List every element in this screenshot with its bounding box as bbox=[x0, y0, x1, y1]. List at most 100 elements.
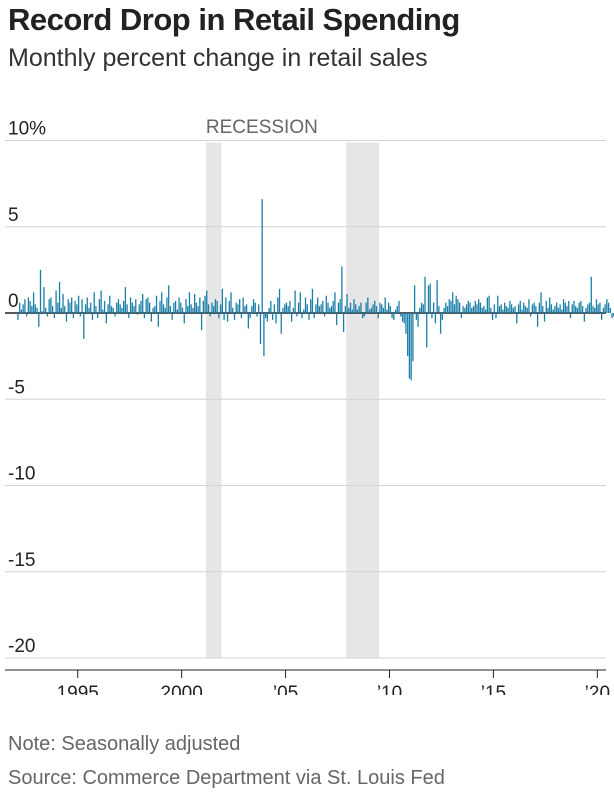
bar bbox=[330, 306, 333, 313]
bar bbox=[609, 307, 611, 313]
y-tick-label: 5 bbox=[8, 205, 19, 226]
bar bbox=[351, 309, 353, 313]
bar bbox=[505, 306, 508, 313]
bar bbox=[479, 302, 482, 313]
bar bbox=[303, 309, 305, 313]
bar bbox=[58, 281, 61, 313]
bar bbox=[122, 300, 125, 313]
y-tick-label: -15 bbox=[8, 550, 35, 571]
bar bbox=[583, 313, 585, 322]
bar bbox=[29, 300, 31, 313]
bar bbox=[453, 304, 456, 313]
bar bbox=[580, 300, 582, 313]
bar bbox=[268, 307, 270, 313]
bar bbox=[394, 309, 397, 313]
bar bbox=[587, 304, 589, 313]
bar bbox=[588, 302, 591, 313]
bar bbox=[504, 302, 506, 313]
bar bbox=[57, 302, 59, 313]
bar bbox=[247, 313, 249, 329]
bar bbox=[495, 313, 497, 319]
bar bbox=[135, 299, 137, 313]
bar bbox=[187, 306, 189, 313]
bar bbox=[46, 313, 49, 317]
recession-band bbox=[205, 142, 222, 658]
bar bbox=[102, 309, 104, 313]
bar bbox=[497, 295, 499, 313]
bar bbox=[190, 304, 192, 313]
bar bbox=[607, 302, 610, 313]
bar bbox=[536, 313, 539, 327]
bar bbox=[365, 302, 367, 313]
bar bbox=[322, 300, 324, 313]
bar bbox=[261, 199, 263, 313]
bar bbox=[341, 266, 343, 313]
bar bbox=[107, 304, 109, 313]
bar bbox=[178, 297, 180, 313]
bar bbox=[249, 313, 251, 319]
bar bbox=[152, 307, 154, 313]
y-tick-label: 0 bbox=[8, 291, 19, 312]
bar bbox=[273, 304, 275, 313]
bar bbox=[562, 299, 565, 313]
y-tick-label: -5 bbox=[8, 377, 25, 398]
bar bbox=[285, 302, 288, 313]
bar bbox=[280, 313, 282, 334]
bar bbox=[199, 297, 201, 313]
bar bbox=[375, 306, 378, 313]
bar bbox=[299, 292, 301, 313]
bar bbox=[155, 295, 158, 313]
bar bbox=[84, 304, 87, 313]
bar bbox=[528, 299, 530, 313]
bar bbox=[252, 299, 255, 313]
bar bbox=[19, 302, 21, 313]
bar bbox=[223, 313, 225, 320]
bar bbox=[396, 306, 398, 313]
bar bbox=[150, 313, 153, 322]
bar bbox=[197, 306, 199, 313]
bar bbox=[174, 300, 177, 313]
bar bbox=[297, 302, 300, 313]
bar bbox=[339, 299, 341, 313]
y-tick-label: -10 bbox=[8, 464, 35, 485]
bar bbox=[332, 300, 334, 313]
bar bbox=[173, 302, 175, 313]
bar bbox=[124, 287, 127, 313]
bar bbox=[161, 292, 163, 313]
bar bbox=[159, 300, 161, 313]
bar bbox=[129, 297, 132, 313]
bar bbox=[235, 302, 237, 313]
bar bbox=[412, 313, 414, 362]
bar bbox=[138, 304, 140, 313]
bar bbox=[457, 299, 459, 313]
bar bbox=[50, 297, 52, 313]
bar bbox=[62, 294, 64, 313]
bar bbox=[72, 313, 75, 319]
bar bbox=[325, 295, 327, 313]
bar bbox=[344, 306, 346, 313]
bar bbox=[71, 297, 73, 313]
bar bbox=[180, 302, 182, 313]
bar bbox=[86, 297, 88, 313]
bar bbox=[443, 307, 445, 313]
bar bbox=[382, 307, 385, 313]
bar bbox=[426, 313, 428, 348]
bar bbox=[53, 313, 56, 319]
bar bbox=[64, 306, 66, 313]
bar bbox=[386, 309, 388, 313]
bar bbox=[145, 299, 147, 313]
bar bbox=[313, 313, 315, 319]
bar bbox=[207, 304, 210, 313]
bar bbox=[446, 306, 449, 313]
bar bbox=[228, 300, 230, 313]
bar bbox=[214, 299, 217, 313]
bar bbox=[245, 304, 248, 313]
bar bbox=[169, 306, 172, 313]
bar bbox=[323, 313, 326, 317]
bar bbox=[282, 307, 284, 313]
bar bbox=[377, 313, 379, 319]
bar bbox=[88, 307, 90, 313]
bar bbox=[55, 290, 57, 313]
x-tick-label: 1995 bbox=[57, 683, 99, 695]
bar bbox=[109, 295, 111, 313]
